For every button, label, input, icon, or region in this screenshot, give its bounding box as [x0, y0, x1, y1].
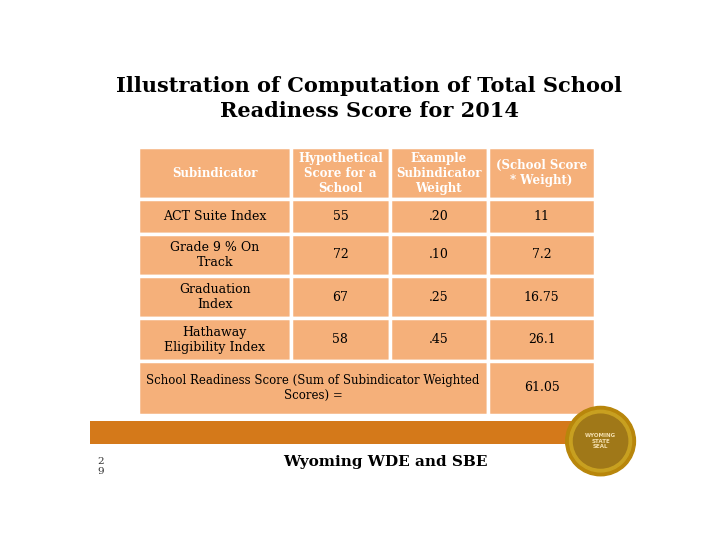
Text: Wyoming WDE and SBE: Wyoming WDE and SBE [284, 455, 488, 469]
Bar [488, 199, 595, 234]
Text: 67: 67 [333, 291, 348, 303]
Text: School Readiness Score (Sum of Subindicator Weighted
Scores) =: School Readiness Score (Sum of Subindica… [146, 374, 480, 402]
Bar [138, 234, 291, 276]
Text: 2
9: 2 9 [98, 457, 104, 476]
Bar [291, 234, 390, 276]
Bar [291, 147, 390, 199]
Circle shape [573, 414, 628, 468]
Text: 72: 72 [333, 248, 348, 261]
Text: Graduation
Index: Graduation Index [179, 284, 251, 311]
Bar [138, 361, 488, 415]
Bar [488, 276, 595, 319]
Text: ACT Suite Index: ACT Suite Index [163, 210, 266, 223]
Text: Example
Subindicator
Weight: Example Subindicator Weight [396, 152, 482, 195]
Circle shape [566, 407, 636, 476]
Text: .20: .20 [429, 210, 449, 223]
Bar [390, 234, 488, 276]
Text: Hypothetical
Score for a
School: Hypothetical Score for a School [298, 152, 383, 195]
Text: .10: .10 [428, 248, 449, 261]
Text: .45: .45 [429, 333, 449, 346]
Bar [488, 361, 595, 415]
Bar [390, 319, 488, 361]
Bar [488, 319, 595, 361]
Text: 55: 55 [333, 210, 348, 223]
Circle shape [570, 410, 631, 472]
Bar [138, 319, 291, 361]
Text: Illustration of Computation of Total School
Readiness Score for 2014: Illustration of Computation of Total Sch… [116, 76, 622, 121]
Text: WYOMING
STATE
SEAL: WYOMING STATE SEAL [585, 433, 616, 449]
Text: 26.1: 26.1 [528, 333, 555, 346]
Bar [488, 234, 595, 276]
Bar [291, 319, 390, 361]
Text: .25: .25 [429, 291, 449, 303]
Bar [390, 276, 488, 319]
Text: 11: 11 [534, 210, 549, 223]
Text: 7.2: 7.2 [532, 248, 552, 261]
Bar [138, 147, 291, 199]
Bar [138, 276, 291, 319]
Bar [390, 199, 488, 234]
Bar [291, 276, 390, 319]
Bar [390, 147, 488, 199]
Text: 58: 58 [333, 333, 348, 346]
Bar [488, 147, 595, 199]
Text: (School Score
* Weight): (School Score * Weight) [496, 159, 588, 187]
Bar [138, 199, 291, 234]
Text: Grade 9 % On
Track: Grade 9 % On Track [170, 241, 259, 269]
Text: Subindicator: Subindicator [172, 167, 257, 180]
Text: Hathaway
Eligibility Index: Hathaway Eligibility Index [164, 326, 265, 354]
Bar [90, 421, 572, 444]
Text: 61.05: 61.05 [523, 381, 559, 394]
Bar [291, 199, 390, 234]
Text: 16.75: 16.75 [523, 291, 559, 303]
